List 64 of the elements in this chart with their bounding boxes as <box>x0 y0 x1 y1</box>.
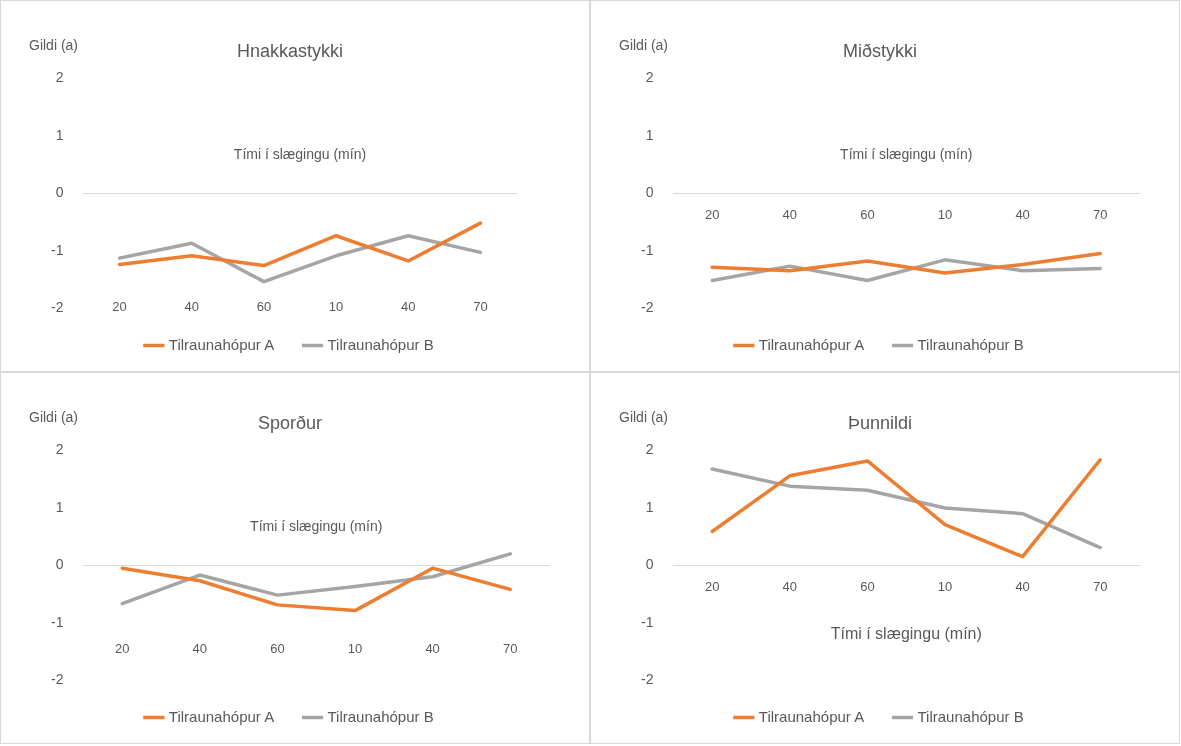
x-tick-label: 60 <box>256 298 272 314</box>
y-tick-label: 1 <box>645 498 654 515</box>
x-tick-label: 60 <box>270 640 285 656</box>
y-tick-label: -1 <box>641 241 654 258</box>
x-axis-title: Tími í slægingu (mín) <box>840 146 973 163</box>
y-tick-label: 2 <box>645 69 654 86</box>
y-tick-label: 1 <box>55 498 64 515</box>
y-tick-label: -1 <box>641 613 654 630</box>
x-tick-label: 20 <box>112 298 127 314</box>
x-tick-label: 40 <box>425 640 440 656</box>
x-tick-label: 40 <box>401 298 416 314</box>
y-tick-label: -1 <box>51 241 64 258</box>
y-tick-label: 2 <box>645 441 654 458</box>
x-tick-label: 10 <box>347 640 363 656</box>
x-axis-title: Tími í slægingu (mín) <box>233 146 367 163</box>
y-tick-label: -2 <box>51 298 64 315</box>
y-tick-label: 0 <box>55 556 64 573</box>
x-tick-label: 40 <box>184 298 199 314</box>
x-tick-label: 60 <box>860 578 875 594</box>
legend-label: Tilraunahópur A <box>168 707 275 725</box>
y-tick-label: 2 <box>55 69 64 86</box>
legend-label: Tilraunahópur B <box>917 707 1024 725</box>
legend-label: Tilraunahópur A <box>168 335 275 353</box>
x-tick-label: 70 <box>1092 206 1108 222</box>
legend-label: Tilraunahópur A <box>758 707 865 725</box>
chart-title: Miðstykki <box>842 40 918 61</box>
x-tick-label: 70 <box>502 640 518 656</box>
y-axis-title: Gildi (a) <box>29 37 79 53</box>
legend-label: Tilraunahópur A <box>758 335 865 353</box>
x-tick-label: 70 <box>473 298 488 314</box>
y-tick-label: 0 <box>645 184 654 201</box>
legend-label: Tilraunahópur B <box>327 707 434 725</box>
x-tick-label: 10 <box>937 206 953 222</box>
x-tick-label: 40 <box>1015 578 1030 594</box>
x-tick-label: 20 <box>115 640 130 656</box>
x-axis-title: Tími í slægingu (mín) <box>250 518 383 535</box>
y-axis-title: Gildi (a) <box>619 37 669 53</box>
y-axis-title: Gildi (a) <box>29 409 79 425</box>
y-tick-label: -2 <box>51 670 64 687</box>
chart-title: Sporður <box>257 412 323 433</box>
x-tick-label: 20 <box>705 206 720 222</box>
y-tick-label: 0 <box>55 184 64 201</box>
legend-label: Tilraunahópur B <box>917 335 1024 353</box>
chart-title: Hnakkastykki <box>236 40 344 61</box>
y-tick-label: 1 <box>55 126 64 143</box>
y-tick-label: -2 <box>641 670 654 687</box>
x-tick-label: 40 <box>192 640 208 656</box>
x-tick-label: 70 <box>1092 578 1108 594</box>
x-tick-label: 60 <box>860 206 875 222</box>
x-tick-label: 40 <box>782 206 798 222</box>
x-tick-label: 40 <box>782 578 798 594</box>
y-tick-label: 0 <box>645 556 654 573</box>
x-tick-label: 20 <box>705 578 720 594</box>
y-axis-title: Gildi (a) <box>619 409 669 425</box>
x-axis-title: Tími í slægingu (mín) <box>830 624 982 642</box>
chart-title: Þunnildi <box>847 412 913 433</box>
y-tick-label: -1 <box>51 613 64 630</box>
x-tick-label: 40 <box>1015 206 1030 222</box>
y-tick-label: 2 <box>55 441 64 458</box>
legend-label: Tilraunahópur B <box>327 335 434 353</box>
x-tick-label: 10 <box>328 298 344 314</box>
y-tick-label: 1 <box>645 126 654 143</box>
x-tick-label: 10 <box>937 578 953 594</box>
y-tick-label: -2 <box>641 298 654 315</box>
